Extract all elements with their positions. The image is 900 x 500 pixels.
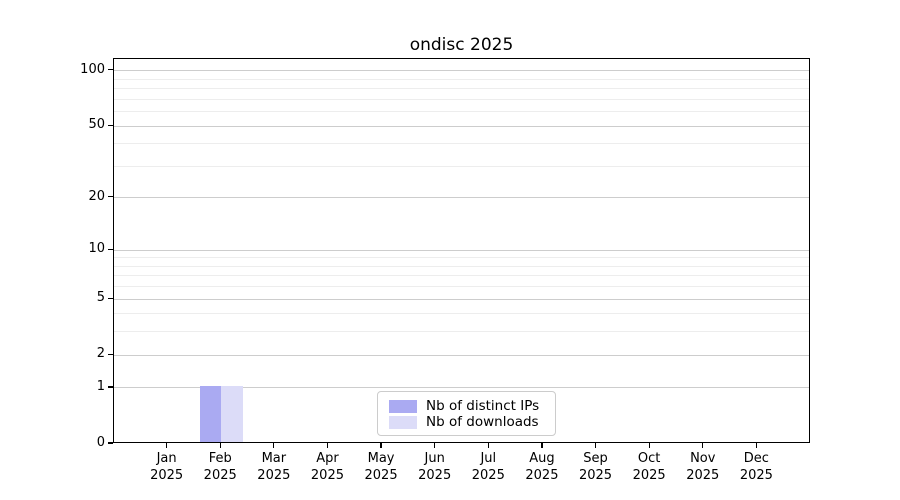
chart-title: ondisc 2025	[409, 35, 514, 55]
y-tick-mark	[108, 124, 113, 126]
gridline-major	[114, 70, 809, 72]
gridline-major	[114, 354, 809, 356]
legend-label-downloads: Nb of downloads	[426, 414, 539, 430]
gridline-minor	[114, 98, 809, 100]
y-tick-mark	[108, 353, 113, 355]
x-tick-label: Feb 2025	[203, 451, 237, 483]
y-tick-label: 0	[96, 435, 105, 450]
x-tick-label: Jan 2025	[150, 451, 184, 483]
gridline-minor	[114, 165, 809, 167]
x-tick-mark	[434, 443, 436, 448]
x-tick-mark	[326, 443, 329, 448]
y-tick-mark	[108, 196, 113, 198]
y-tick-mark	[108, 386, 113, 388]
x-tick-label: Jul 2025	[471, 451, 505, 483]
legend-swatch-downloads	[389, 415, 417, 429]
y-tick-mark	[108, 248, 113, 250]
y-tick-label: 5	[96, 290, 105, 306]
y-tick-label: 20	[88, 188, 105, 204]
legend-item-downloads: Nb of downloads	[389, 414, 545, 430]
x-tick-label: May 2025	[364, 451, 398, 483]
gridline-minor	[114, 286, 809, 288]
gridline-minor	[114, 78, 809, 80]
gridline-major	[114, 298, 809, 300]
gridline-minor	[114, 257, 809, 259]
legend: Nb of distinct IPs Nb of downloads	[377, 391, 556, 436]
x-tick-mark	[755, 443, 757, 448]
y-tick-label: 10	[88, 241, 105, 257]
x-tick-mark	[541, 443, 543, 448]
gridline-minor	[114, 313, 809, 315]
x-tick-label: Dec 2025	[739, 451, 773, 483]
x-tick-label: Jun 2025	[418, 451, 452, 483]
gridline-minor	[114, 275, 809, 277]
x-tick-label: Mar 2025	[257, 451, 291, 483]
gridline-minor	[114, 331, 809, 333]
x-tick-mark	[166, 443, 168, 448]
x-tick-label: Sep 2025	[578, 451, 613, 483]
bar-nb-of-distinct-ips-feb-2025	[199, 385, 222, 442]
x-tick-mark	[648, 443, 650, 448]
gridline-major	[114, 249, 809, 251]
x-tick-mark	[219, 443, 221, 448]
gridline-minor	[114, 143, 809, 145]
y-tick-mark	[108, 69, 113, 71]
gridline-major	[114, 125, 809, 127]
gridline-major	[114, 387, 809, 389]
x-tick-mark	[594, 443, 597, 448]
x-tick-mark	[380, 443, 382, 448]
y-tick-mark	[108, 297, 113, 299]
legend-swatch-distinct-ips	[389, 399, 417, 413]
x-tick-label: Aug 2025	[525, 451, 559, 483]
x-tick-label: Nov 2025	[686, 451, 720, 483]
y-tick-label: 1	[96, 378, 105, 394]
y-tick-label: 100	[80, 61, 105, 77]
bar-nb-of-downloads-feb-2025	[221, 385, 243, 442]
gridline-minor	[114, 88, 809, 90]
gridline-minor	[114, 265, 809, 267]
legend-item-distinct-ips: Nb of distinct IPs	[389, 398, 545, 414]
gridline-major	[114, 197, 809, 199]
y-tick-mark	[108, 442, 113, 444]
y-tick-label: 2	[96, 346, 105, 362]
legend-label-distinct-ips: Nb of distinct IPs	[426, 398, 540, 414]
x-tick-mark	[487, 443, 489, 448]
x-tick-mark	[273, 443, 275, 448]
plot-area	[113, 58, 810, 443]
x-tick-label: Apr 2025	[310, 451, 344, 483]
y-tick-label: 50	[88, 117, 105, 133]
x-tick-mark	[702, 443, 704, 448]
gridline-minor	[114, 111, 809, 113]
x-tick-label: Oct 2025	[632, 451, 666, 483]
